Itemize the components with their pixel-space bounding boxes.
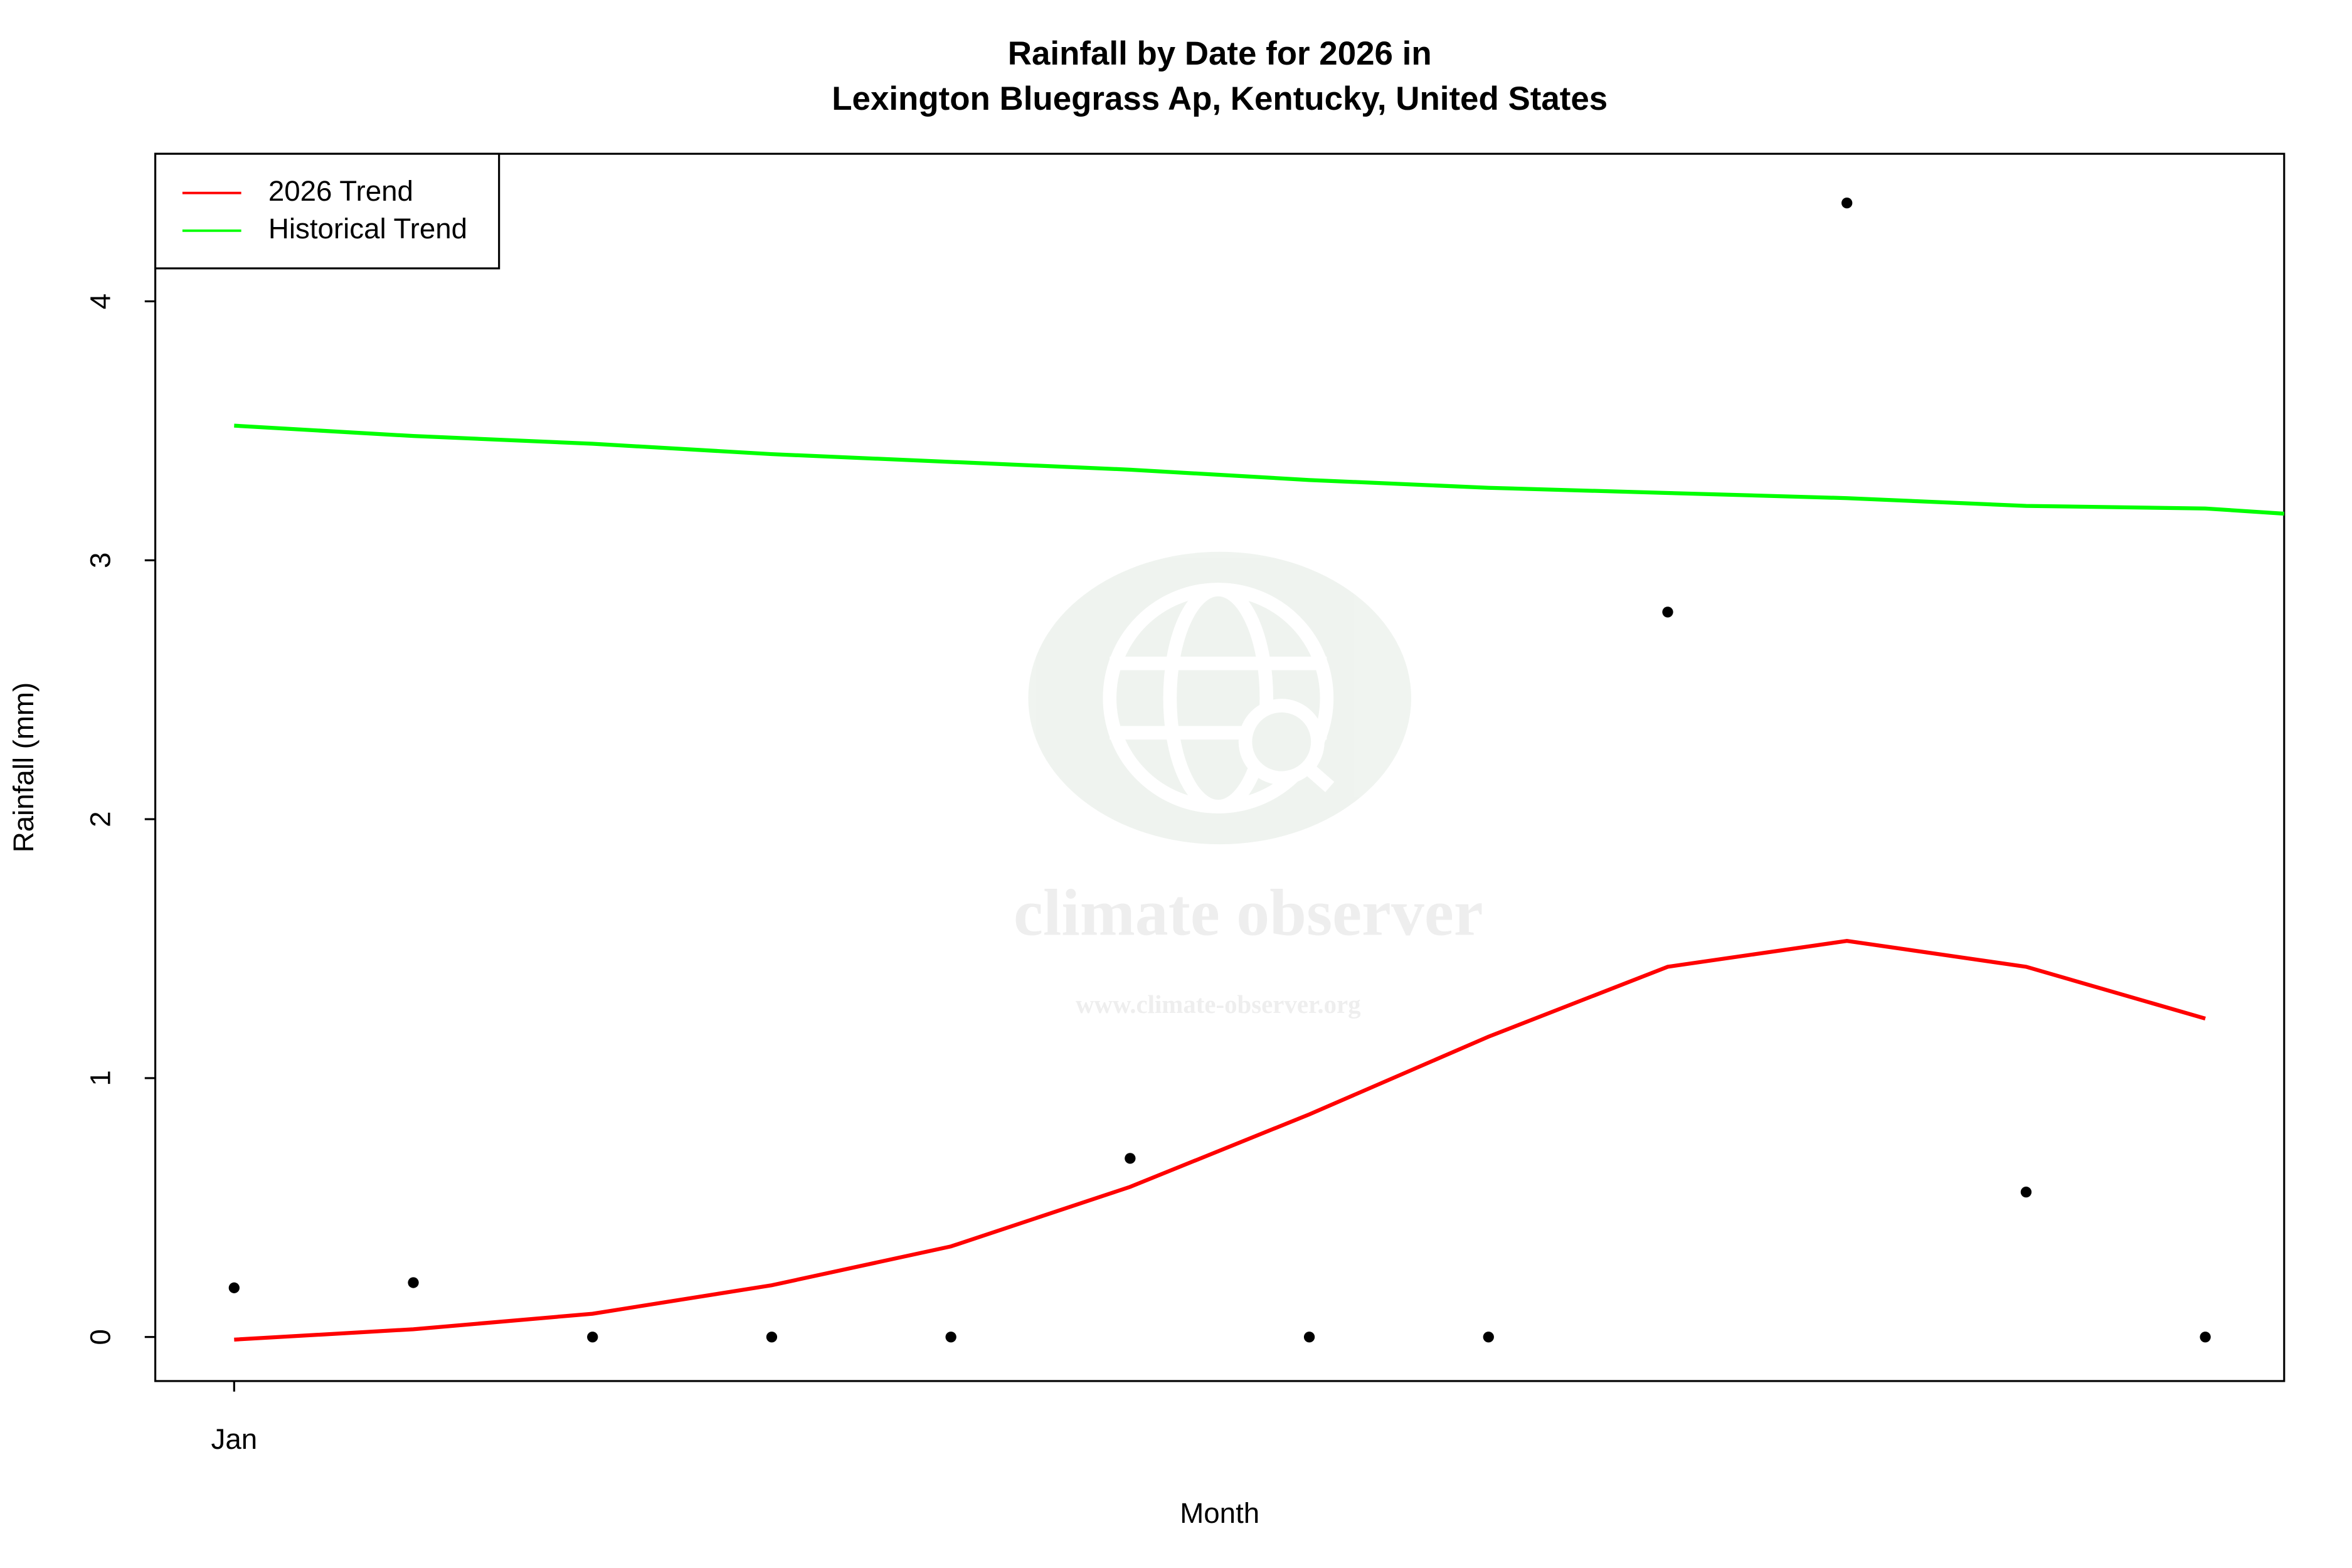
watermark-icon [1301, 761, 1335, 792]
watermark-icon [1238, 699, 1325, 785]
plot-frame [154, 152, 2286, 1382]
trend-line [234, 423, 2285, 516]
data-point [408, 1277, 419, 1288]
data-point [1125, 1153, 1136, 1164]
y-axis-label: Rainfall (mm) [8, 682, 40, 852]
y-tick-label: 4 [85, 294, 117, 309]
y-tick-label: 1 [85, 1070, 117, 1086]
data-point [228, 1282, 240, 1293]
data-point [2200, 1332, 2211, 1343]
watermark-text: climate observer [1014, 876, 1483, 950]
watermark-url: www.climate-observer.org [1076, 990, 1361, 1019]
data-point [587, 1332, 598, 1343]
legend-box [154, 152, 501, 270]
x-tick-label: Jan [211, 1423, 257, 1455]
watermark: climate observer www.climate-observer.or… [1014, 551, 1483, 1019]
data-point [945, 1332, 956, 1343]
legend-label: Historical Trend [268, 213, 467, 245]
data-point [766, 1332, 778, 1343]
x-axis-label: Month [1180, 1497, 1259, 1529]
trend-line [234, 938, 2206, 1342]
data-point [1662, 607, 1673, 618]
watermark-icon [1163, 583, 1274, 813]
data-point [1841, 197, 1853, 209]
chart-title: Lexington Bluegrass Ap, Kentucky, United… [832, 80, 1608, 117]
legend: 2026 Trend Historical Trend [154, 152, 501, 270]
chart-title: Rainfall by Date for 2026 in [1008, 35, 1432, 72]
y-tick-label: 2 [85, 811, 117, 827]
y-tick-label: 0 [85, 1329, 117, 1345]
y-tick-label: 3 [85, 553, 117, 568]
data-point [1483, 1332, 1494, 1343]
data-point [2020, 1186, 2032, 1198]
data-point [1303, 1332, 1315, 1343]
legend-label: 2026 Trend [268, 175, 413, 207]
